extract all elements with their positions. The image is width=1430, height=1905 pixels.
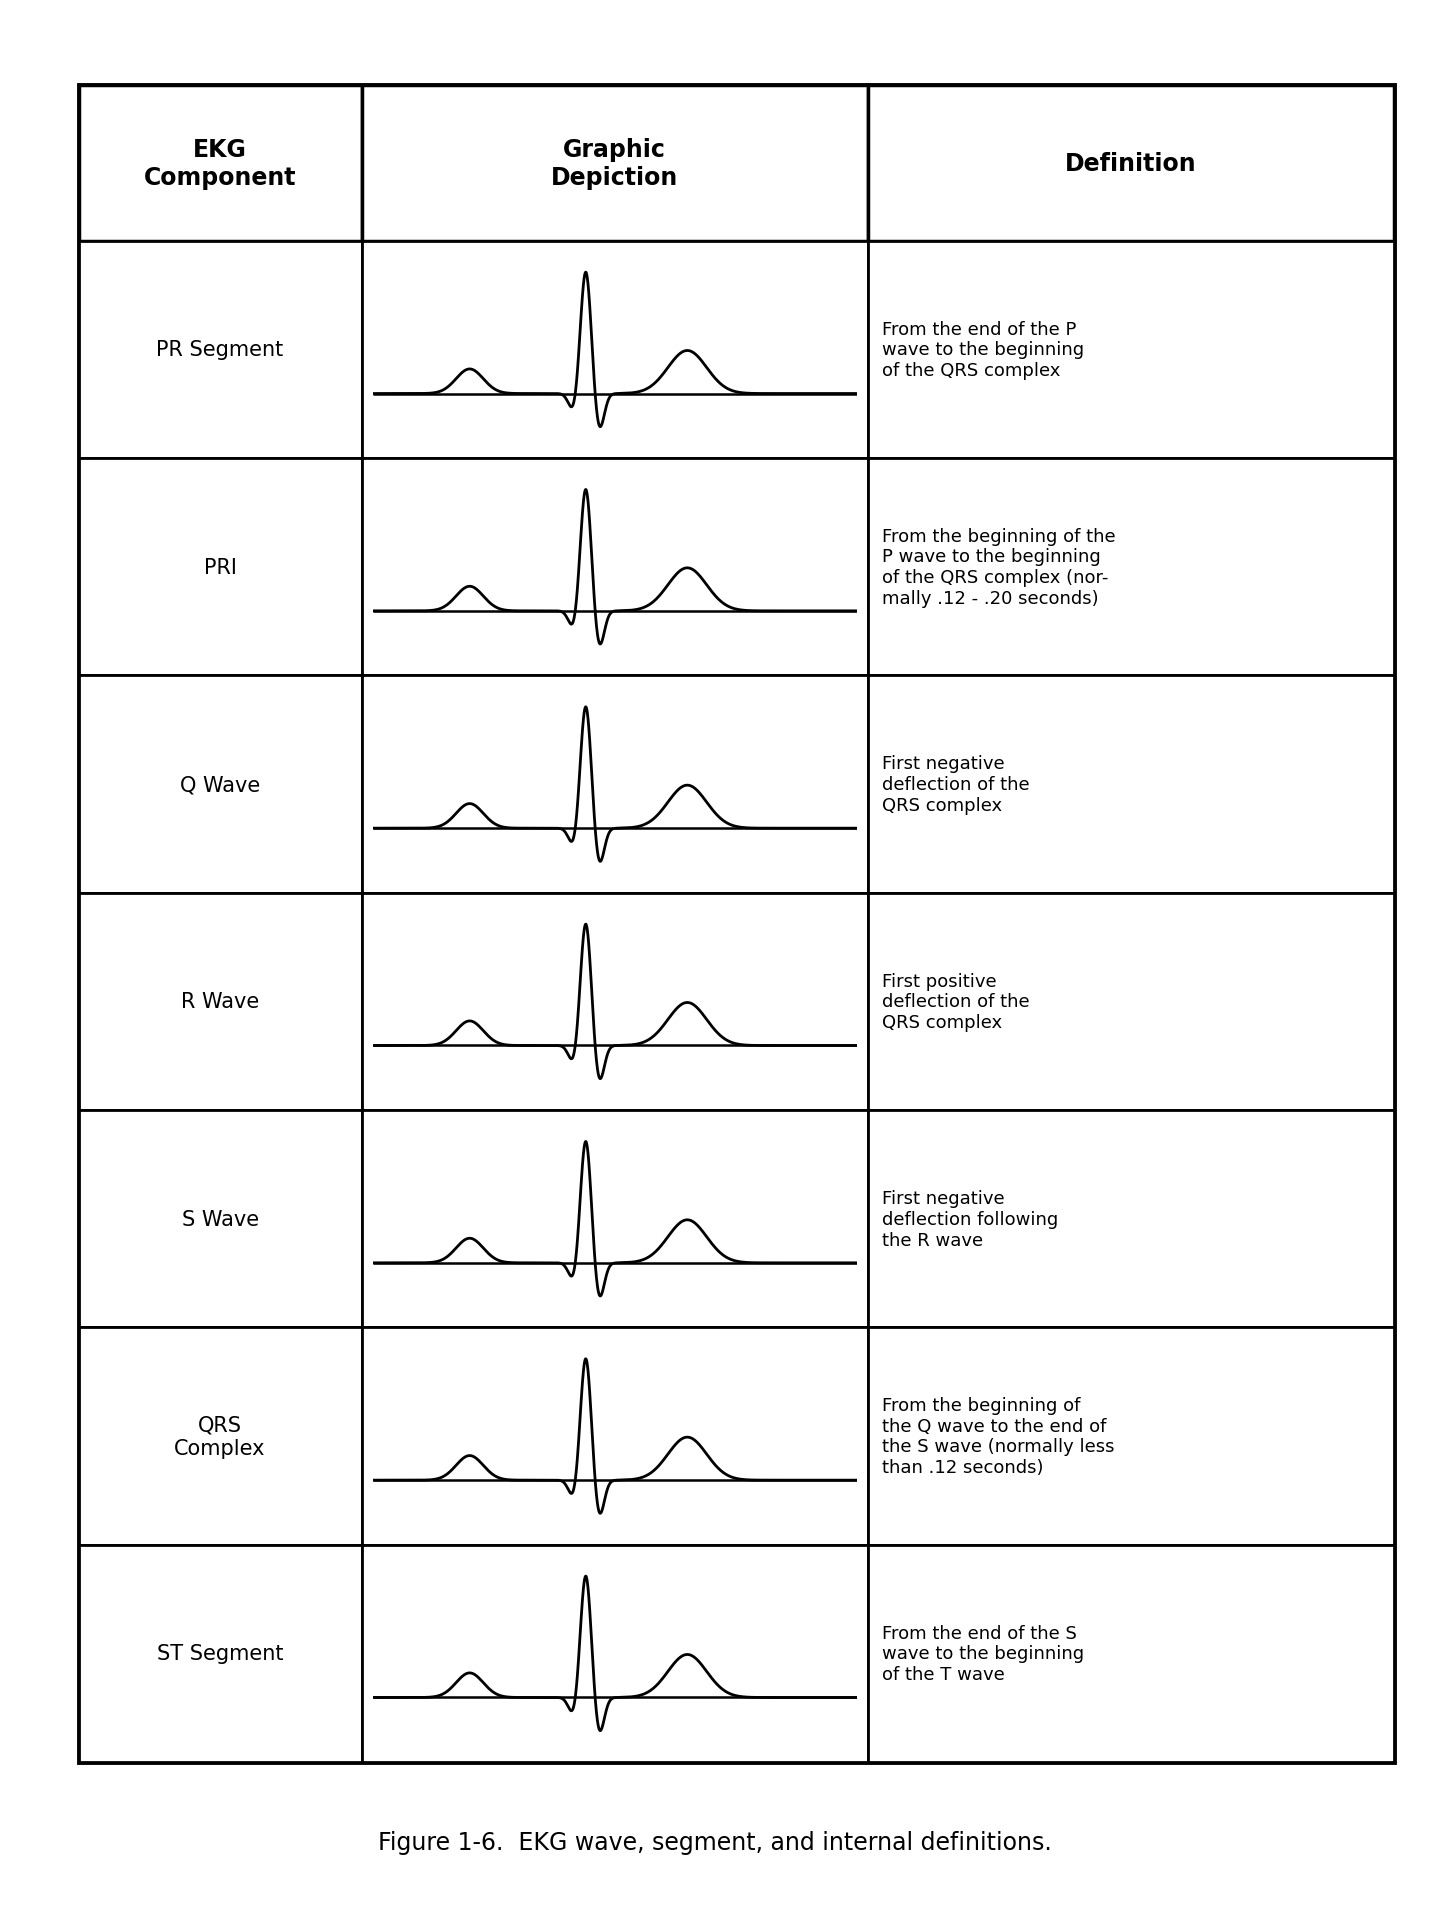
Text: Figure 1-6.  EKG wave, segment, and internal definitions.: Figure 1-6. EKG wave, segment, and inter… (378, 1831, 1052, 1854)
Bar (362, 1545, 868, 1762)
Text: R Wave: R Wave (182, 993, 259, 1012)
Bar (868, 676, 1394, 893)
Bar (79, 86, 1394, 1762)
Bar (79, 893, 362, 1111)
Bar (868, 459, 1394, 676)
Text: From the end of the P
wave to the beginning
of the QRS complex: From the end of the P wave to the beginn… (882, 320, 1084, 379)
Bar (362, 242, 868, 459)
Bar (79, 459, 362, 676)
Bar (868, 86, 1394, 242)
Bar (362, 86, 868, 242)
Bar (362, 1328, 868, 1545)
Text: Graphic
Depiction: Graphic Depiction (551, 137, 678, 190)
Text: EKG
Component: EKG Component (144, 137, 296, 190)
Bar (362, 1111, 868, 1328)
Text: QRS
Complex: QRS Complex (174, 1415, 266, 1457)
Text: Definition: Definition (1065, 152, 1197, 175)
Bar (362, 459, 868, 676)
Bar (362, 676, 868, 893)
Text: First negative
deflection following
the R wave: First negative deflection following the … (882, 1189, 1058, 1250)
Text: ST Segment: ST Segment (157, 1644, 283, 1663)
Text: S Wave: S Wave (182, 1210, 259, 1229)
Text: PR Segment: PR Segment (156, 341, 283, 360)
Bar (79, 1111, 362, 1328)
Bar (868, 1328, 1394, 1545)
Text: First positive
deflection of the
QRS complex: First positive deflection of the QRS com… (882, 972, 1030, 1033)
Text: PRI: PRI (203, 558, 236, 577)
Bar (868, 893, 1394, 1111)
Bar (79, 1545, 362, 1762)
Bar (868, 242, 1394, 459)
Text: Q Wave: Q Wave (180, 775, 260, 794)
Bar (79, 676, 362, 893)
Bar (868, 1111, 1394, 1328)
Text: First negative
deflection of the
QRS complex: First negative deflection of the QRS com… (882, 754, 1030, 815)
Bar (868, 1545, 1394, 1762)
Text: From the beginning of the
P wave to the beginning
of the QRS complex (nor-
mally: From the beginning of the P wave to the … (882, 528, 1115, 608)
Text: From the end of the S
wave to the beginning
of the T wave: From the end of the S wave to the beginn… (882, 1623, 1084, 1684)
Bar (79, 86, 362, 242)
Text: From the beginning of
the Q wave to the end of
the S wave (normally less
than .1: From the beginning of the Q wave to the … (882, 1396, 1115, 1476)
Bar (79, 1328, 362, 1545)
Bar (79, 242, 362, 459)
Bar (362, 893, 868, 1111)
